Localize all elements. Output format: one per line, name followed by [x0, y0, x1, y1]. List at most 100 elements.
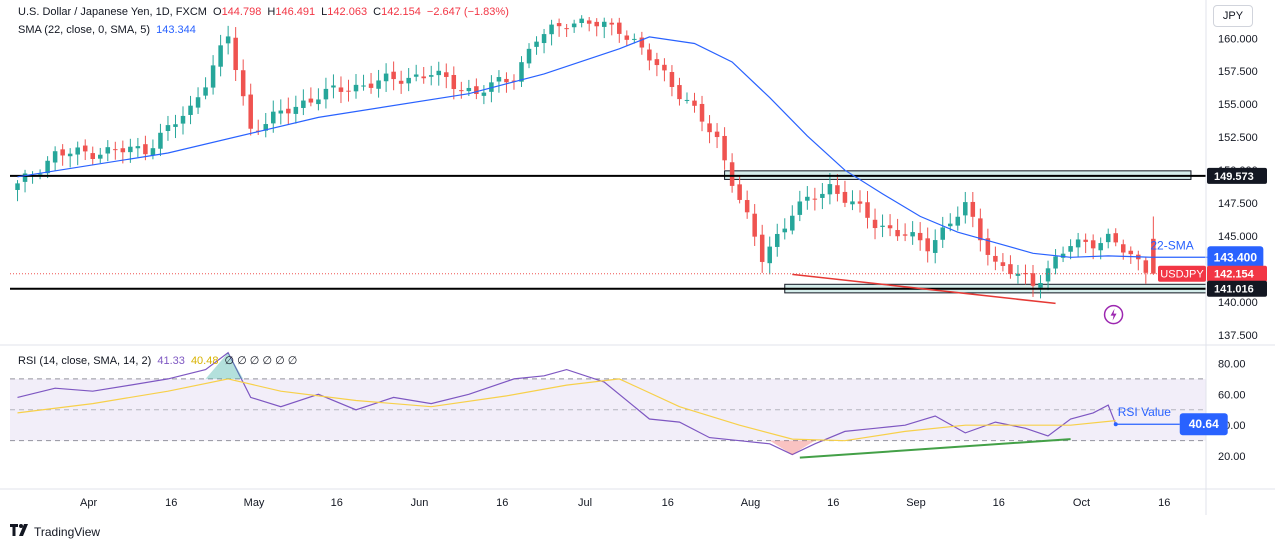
symbol-name: U.S. Dollar / Japanese Yen, 1D, FXCM [18, 6, 207, 18]
time-tick-label: 16 [331, 497, 343, 509]
candle-body [910, 232, 915, 237]
candle-body [594, 21, 599, 27]
candle-body [872, 219, 878, 229]
candle-body [1128, 250, 1134, 255]
candle-body [188, 105, 193, 115]
currency-button[interactable]: JPY [1213, 5, 1253, 27]
symbol-legend: U.S. Dollar / Japanese Yen, 1D, FXCM O14… [18, 6, 512, 18]
candle-body [857, 201, 863, 204]
candle-body [113, 149, 118, 151]
candle-body [210, 65, 216, 88]
rsi-ma-value: 40.48 [190, 355, 219, 367]
candle-body [617, 22, 622, 34]
price-tick-label: 155.000 [1218, 99, 1258, 111]
candle-body [248, 94, 253, 129]
rsi-last-dot [1113, 422, 1118, 427]
candle-body [850, 201, 855, 205]
candle-body [331, 85, 336, 88]
candle-body [744, 200, 750, 213]
resistance-axis-label-bg [1207, 167, 1267, 184]
tradingview-logo[interactable]: TradingView [10, 524, 100, 539]
candle-body [308, 98, 314, 103]
candle-body [684, 99, 690, 101]
candle-body [158, 132, 163, 149]
rsi-line [17, 351, 1117, 456]
rsi-label: RSI (14, close, SMA, 14, 2) [18, 355, 152, 367]
resistance-axis-label-text: 149.573 [1214, 171, 1254, 183]
candle-body [1030, 273, 1036, 286]
candle-body [549, 24, 554, 35]
candle-body [413, 74, 419, 77]
candle-body [428, 75, 434, 77]
price-tick-label: 160.000 [1218, 33, 1258, 45]
candle-body [180, 115, 186, 124]
lightning-icon [1110, 308, 1117, 321]
candle-body [917, 232, 923, 241]
candle-body [805, 196, 810, 201]
candle-body [293, 106, 299, 114]
candle-body [271, 111, 276, 124]
candle-body [947, 223, 953, 227]
candle-body [82, 145, 88, 152]
candle-body [391, 71, 396, 80]
candle-body [90, 153, 95, 159]
rsi-tick-label: 80.00 [1218, 358, 1246, 370]
candle-body [940, 227, 945, 240]
candle-body [835, 185, 840, 194]
time-tick-label: Jul [578, 497, 592, 509]
candle-body [556, 23, 562, 27]
candle-body [737, 184, 742, 200]
last-price-axis-label-text: 142.154 [1214, 269, 1255, 281]
candle-body [1038, 283, 1043, 288]
candle-body [489, 82, 494, 92]
candle-body [790, 215, 795, 231]
candle-body [662, 64, 667, 71]
candle-body [601, 21, 607, 27]
candle-body [143, 144, 148, 155]
candle-body [639, 37, 645, 48]
candle-body [699, 103, 705, 122]
candle-body [647, 49, 652, 61]
candle-body [316, 99, 321, 105]
time-tick-label: Apr [80, 497, 97, 509]
candle-body [797, 201, 803, 215]
candle-body [752, 213, 757, 237]
sma-value-label-text: 143.400 [1214, 250, 1258, 264]
labels-layer: 22-SMA RSI Value 143.400 40.64 149.573 142.15… [1103, 167, 1267, 436]
candle-body [925, 238, 930, 252]
grid [10, 378, 1206, 442]
time-tick-label: Sep [906, 497, 926, 509]
candle-body [128, 146, 133, 153]
candle-body [1105, 233, 1111, 243]
candle-body [263, 124, 269, 131]
candle-body [669, 72, 675, 87]
candle-body [880, 225, 885, 227]
candle-body [654, 59, 660, 66]
rsi-legend: RSI (14, close, SMA, 14, 2) 41.33 40.48 … [18, 354, 300, 367]
candle-body [383, 73, 389, 82]
candle-body [368, 83, 374, 88]
rsi-value-label-bg [1179, 413, 1228, 436]
candle-body [978, 218, 983, 241]
candle-body [887, 225, 893, 229]
rsi-oversold-fill [769, 440, 815, 455]
candle-body [586, 20, 592, 24]
resistance-axis-label: 149.573 [1207, 167, 1267, 184]
candle-body [865, 202, 870, 218]
candle-body [970, 201, 976, 217]
candle-body [812, 198, 818, 200]
candle-body [323, 88, 329, 100]
candle-body [98, 154, 103, 159]
lines-layer [10, 36, 1208, 459]
candle-body [1113, 233, 1118, 243]
ohlc-close-label: C [373, 6, 382, 18]
rsi-value: 41.33 [157, 355, 185, 367]
candle-body [75, 147, 80, 155]
candle-body [120, 148, 126, 153]
candle-body [203, 87, 208, 96]
rsi-tick-label: 20.00 [1218, 451, 1246, 463]
candle-body [474, 86, 479, 94]
price-tick-label: 147.500 [1218, 198, 1258, 210]
price-tick-label: 157.500 [1218, 66, 1258, 78]
